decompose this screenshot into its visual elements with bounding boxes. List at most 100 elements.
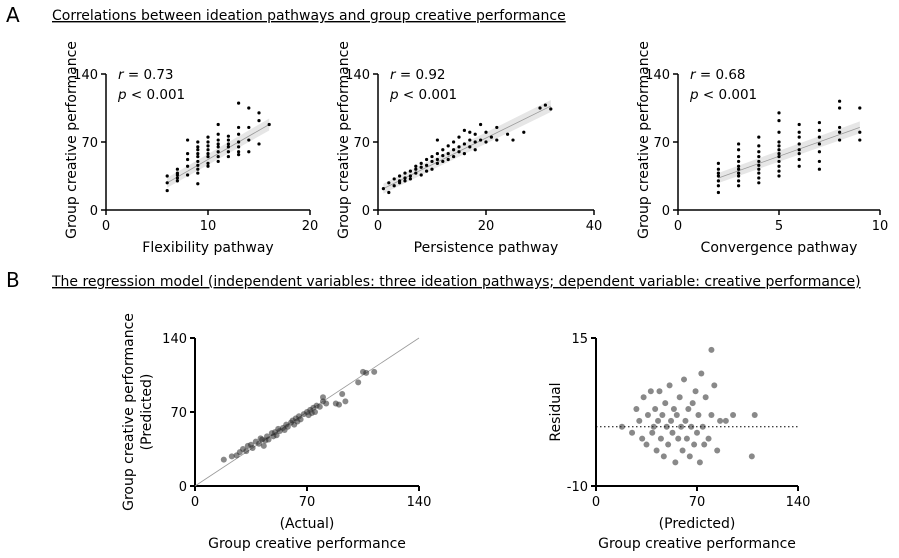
- x-axis-label: (Predicted): [659, 516, 736, 532]
- data-point: [757, 154, 761, 159]
- stat-p-value: < 0.001: [403, 87, 457, 103]
- data-point: [817, 150, 822, 154]
- data-point: [237, 140, 241, 144]
- data-point: [838, 99, 842, 103]
- data-point: [226, 138, 230, 142]
- data-point: [414, 167, 418, 171]
- data-point: [237, 125, 241, 130]
- data-point: [797, 142, 801, 146]
- confidence-band: [718, 121, 860, 183]
- data-point: [777, 169, 781, 173]
- x-tick-label: 70: [689, 495, 706, 510]
- data-point: [538, 106, 542, 110]
- data-point: [216, 122, 220, 127]
- data-point: [247, 106, 251, 110]
- data-point: [506, 132, 510, 136]
- data-point: [682, 417, 689, 424]
- data-point: [777, 119, 781, 123]
- data-point: [777, 111, 781, 115]
- fit-line: [383, 105, 551, 189]
- data-point: [650, 423, 657, 430]
- x-tick-label: 0: [674, 219, 682, 234]
- chart-panel-1: 0 10 20 0 70 140 r = 0.73 p < 0.001 Flexibility …: [64, 41, 318, 256]
- data-point: [435, 152, 439, 156]
- data-point: [636, 417, 643, 424]
- data-point: [702, 394, 709, 401]
- x-axis-label: Persistence pathway: [414, 240, 559, 256]
- data-point: [777, 130, 781, 134]
- data-point: [730, 411, 737, 418]
- data-point: [716, 161, 721, 165]
- data-point: [662, 400, 669, 407]
- data-point: [408, 169, 412, 173]
- data-point: [495, 138, 499, 142]
- data-point: [484, 140, 488, 144]
- data-point: [257, 111, 261, 115]
- stat-p-symbol: p: [117, 87, 131, 103]
- data-point: [398, 181, 402, 185]
- data-point: [757, 163, 761, 167]
- y-axis-label: Group creative performance: [636, 41, 652, 239]
- stat-r-symbol: r: [118, 67, 128, 83]
- data-point: [355, 379, 362, 386]
- data-point: [312, 409, 318, 415]
- data-point: [699, 423, 706, 430]
- data-point: [737, 154, 741, 159]
- data-point: [237, 101, 241, 105]
- data-point: [817, 120, 822, 125]
- data-point: [196, 167, 200, 171]
- data-point: [414, 164, 418, 168]
- data-point: [858, 138, 862, 142]
- data-point: [446, 157, 450, 162]
- data-point: [777, 159, 781, 164]
- data-point: [446, 152, 450, 156]
- data-point: [757, 176, 761, 180]
- data-point: [336, 401, 342, 408]
- data-point: [748, 453, 755, 460]
- data-point: [403, 179, 407, 183]
- data-point: [452, 154, 456, 159]
- data-point: [543, 103, 548, 107]
- data-point: [737, 171, 741, 175]
- data-point: [381, 187, 385, 191]
- data-point: [403, 176, 407, 180]
- data-point: [226, 142, 230, 146]
- data-point: [479, 122, 483, 127]
- panel-label-a: A: [6, 3, 20, 27]
- data-point: [408, 174, 412, 178]
- panel-label-b: B: [6, 268, 20, 292]
- data-point: [196, 154, 200, 159]
- data-point: [216, 142, 220, 146]
- data-point: [196, 140, 200, 144]
- data-point: [716, 167, 721, 171]
- data-point: [297, 416, 304, 423]
- data-point: [216, 145, 220, 149]
- data-point: [342, 398, 349, 405]
- data-point: [260, 442, 267, 449]
- data-point: [668, 417, 675, 424]
- x-tick-label: 0: [374, 219, 382, 234]
- data-point: [425, 157, 429, 162]
- data-point: [430, 167, 434, 171]
- data-point: [757, 150, 761, 154]
- data-point: [196, 171, 200, 175]
- data-point: [643, 441, 650, 448]
- data-point: [165, 181, 169, 185]
- data-point: [247, 138, 251, 142]
- y-tick-label: 140: [162, 332, 187, 347]
- data-point: [737, 159, 741, 164]
- data-point: [549, 107, 553, 111]
- data-point: [685, 406, 692, 413]
- data-point: [644, 411, 651, 418]
- stat-r: r = 0.73: [118, 67, 174, 83]
- data-point: [618, 423, 625, 430]
- data-point: [206, 152, 210, 156]
- data-point: [737, 179, 741, 183]
- data-point: [247, 150, 251, 154]
- data-point: [237, 145, 241, 149]
- data-point: [737, 148, 741, 152]
- data-point: [716, 174, 721, 178]
- data-point: [249, 444, 256, 451]
- y-axis-label: Group creative performance: [121, 313, 137, 511]
- data-point: [468, 130, 472, 134]
